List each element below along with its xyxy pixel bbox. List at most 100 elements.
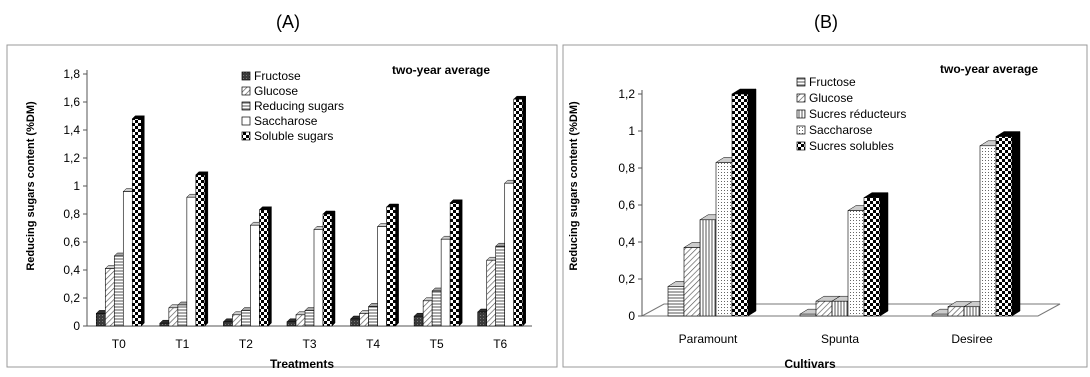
y-tick-label: 1 xyxy=(73,179,80,193)
y-tick-label: 0 xyxy=(73,319,80,333)
bar-side xyxy=(204,171,209,327)
legend-swatch xyxy=(241,101,251,111)
legend-swatch xyxy=(241,86,251,96)
y-tick-label: 0,2 xyxy=(63,291,80,305)
y-tick-label: 0,6 xyxy=(63,235,80,249)
legend-label: Saccharose xyxy=(809,123,873,137)
bar xyxy=(313,229,324,327)
bar xyxy=(350,318,360,327)
panel-a-xlabel: Treatments xyxy=(270,357,334,371)
legend-label: Glucose xyxy=(254,84,298,98)
panel-a-frame xyxy=(6,44,558,368)
y-tick-label: 1,4 xyxy=(63,123,80,137)
bar xyxy=(931,313,949,317)
bar xyxy=(863,197,881,317)
bar xyxy=(322,213,333,327)
bar xyxy=(286,321,297,327)
legend-swatch xyxy=(241,131,251,141)
x-tick-label: T6 xyxy=(493,337,507,351)
panel-b-xlabel: Cultivars xyxy=(784,357,836,371)
legend-label: Soluble sugars xyxy=(254,129,333,143)
bar xyxy=(131,118,142,327)
bar xyxy=(413,315,424,327)
bar xyxy=(979,145,997,317)
bar xyxy=(431,290,442,327)
bar xyxy=(667,286,685,317)
x-tick-label: Desiree xyxy=(951,332,993,346)
panel-a-annotation: two-year average xyxy=(392,63,490,77)
bar xyxy=(486,259,497,327)
legend-label: Fructose xyxy=(809,75,856,89)
panel-a-plot: 0 0,2 0,4 0,6 0,8 1 1,2 1,4 1,6 1,8 T0 T1 T2 T3 T4 T5 T6… xyxy=(63,67,532,351)
y-tick-label: 0,8 xyxy=(618,161,635,175)
y-tick-label: 0 xyxy=(628,309,635,323)
bar xyxy=(731,93,749,317)
bar xyxy=(232,314,242,327)
bar xyxy=(368,306,378,327)
x-tick-label: T2 xyxy=(239,337,253,351)
bar xyxy=(995,136,1013,317)
bar xyxy=(513,98,524,327)
bar xyxy=(113,255,124,327)
x-tick-label: T0 xyxy=(112,337,126,351)
legend-label: Sucres réducteurs xyxy=(809,107,906,121)
y-tick-label: 0,2 xyxy=(618,272,635,286)
bar xyxy=(449,202,460,327)
legend-label: Sucres solubles xyxy=(809,139,894,153)
bar xyxy=(831,300,849,317)
bar xyxy=(386,206,396,327)
y-tick-label: 0,4 xyxy=(63,263,80,277)
bar-side xyxy=(522,95,526,327)
legend-swatch xyxy=(796,141,806,151)
bar xyxy=(104,268,115,327)
bar xyxy=(699,219,717,317)
legend-swatch xyxy=(241,71,251,81)
y-tick-label: 0,4 xyxy=(618,235,635,249)
bar xyxy=(241,310,251,327)
y-tick-label: 0,8 xyxy=(63,207,80,221)
bar xyxy=(947,306,965,317)
bar xyxy=(159,322,170,327)
panel-b-frame xyxy=(562,44,1088,368)
panel-label-b: (B) xyxy=(814,12,838,32)
legend-label: Glucose xyxy=(809,91,853,105)
bar xyxy=(186,196,197,327)
bar xyxy=(122,191,133,327)
x-tick-label: T4 xyxy=(366,337,380,351)
x-tick-label: T5 xyxy=(430,337,444,351)
legend-swatch xyxy=(241,116,251,126)
bar xyxy=(440,238,451,327)
bar xyxy=(359,313,369,327)
y-tick-label: 1,2 xyxy=(63,151,80,165)
panel-label-a: (A) xyxy=(276,12,300,32)
bar xyxy=(304,310,315,327)
bar xyxy=(168,307,179,327)
bar-side xyxy=(1011,131,1021,317)
panel-a-ylabel: Reducing sugars content (%DM) xyxy=(25,101,37,271)
bar-side xyxy=(747,88,757,317)
bar xyxy=(495,245,506,327)
y-tick-label: 1,8 xyxy=(63,67,80,81)
legend-label: Fructose xyxy=(254,69,301,83)
legend-swatch xyxy=(796,125,806,135)
bar xyxy=(377,226,387,327)
y-tick-label: 1,6 xyxy=(63,95,80,109)
bar xyxy=(715,162,733,317)
bar-side xyxy=(395,203,399,327)
bar-side xyxy=(879,192,889,317)
bar-side xyxy=(331,210,336,327)
bar xyxy=(259,209,269,327)
bar xyxy=(799,313,817,317)
bar-side xyxy=(141,115,145,327)
x-tick-label: T1 xyxy=(175,337,189,351)
bar xyxy=(504,182,515,327)
bar xyxy=(963,306,981,317)
bar xyxy=(95,313,106,327)
bar xyxy=(847,210,865,317)
bar xyxy=(223,321,233,327)
bar xyxy=(683,247,701,317)
y-tick-label: 1 xyxy=(628,124,635,138)
x-tick-label: T3 xyxy=(302,337,316,351)
